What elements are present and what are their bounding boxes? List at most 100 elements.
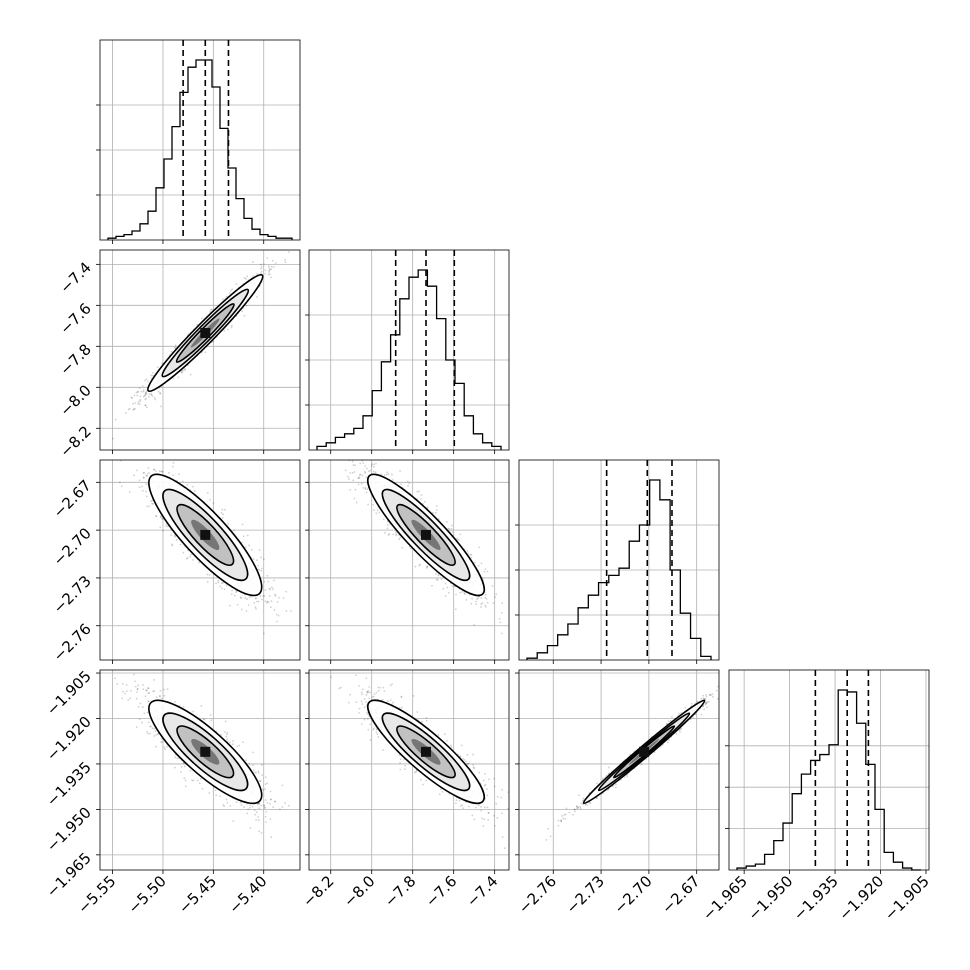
sample-point — [136, 469, 138, 472]
sample-point — [365, 476, 368, 479]
sample-point — [147, 687, 149, 690]
sample-point — [359, 462, 362, 465]
sample-point — [273, 609, 276, 611]
sample-point — [127, 408, 130, 411]
sample-point — [436, 579, 439, 581]
sample-point — [437, 574, 440, 577]
sample-point — [386, 527, 389, 530]
sample-point — [480, 562, 483, 565]
sample-point — [235, 283, 238, 285]
sample-point — [138, 387, 141, 390]
sample-point — [366, 467, 368, 470]
sample-point — [133, 408, 135, 410]
sample-point — [208, 792, 211, 794]
sample-point — [467, 552, 470, 555]
sample-point — [144, 392, 147, 395]
sample-point — [145, 490, 147, 493]
sample-point — [354, 488, 357, 491]
sample-point — [271, 259, 274, 262]
sample-point — [480, 606, 482, 608]
y-tick-label: −7.4 — [56, 258, 94, 296]
sample-point — [227, 328, 229, 331]
sample-point — [150, 374, 153, 377]
sample-point — [229, 805, 232, 807]
sample-point — [166, 745, 169, 748]
histogram-1 — [316, 269, 502, 450]
sample-point — [273, 579, 275, 582]
sample-point — [257, 564, 259, 567]
sample-point — [364, 471, 367, 474]
sample-point — [184, 368, 187, 371]
sample-point — [154, 398, 157, 401]
sample-point — [470, 553, 473, 556]
sample-point — [282, 597, 285, 599]
sample-point — [122, 690, 124, 693]
sample-point — [459, 591, 462, 594]
sample-point — [361, 474, 364, 477]
sample-point — [362, 486, 365, 489]
sample-point — [407, 485, 409, 487]
sample-point — [252, 769, 255, 771]
sample-point — [249, 804, 252, 806]
sample-point — [112, 437, 114, 440]
sample-point — [141, 385, 144, 387]
sample-point — [264, 589, 267, 592]
sample-point — [266, 601, 268, 604]
sample-point — [485, 605, 487, 608]
sample-point — [263, 804, 266, 807]
sample-point — [259, 595, 262, 597]
sample-point — [358, 476, 361, 479]
sample-point — [221, 582, 224, 584]
sample-point — [473, 624, 475, 626]
sample-point — [383, 531, 386, 534]
sample-point — [154, 514, 157, 517]
y-tick-label: −2.76 — [50, 620, 95, 665]
sample-point — [142, 476, 145, 479]
sample-point — [142, 390, 145, 393]
density-panel-2-1 — [328, 450, 504, 635]
sample-point — [230, 324, 233, 327]
sample-point — [328, 455, 330, 457]
sample-point — [352, 450, 354, 452]
sample-point — [382, 518, 385, 521]
sample-point — [359, 456, 361, 458]
sample-point — [349, 489, 352, 491]
sample-point — [272, 588, 274, 591]
histogram-2 — [526, 479, 712, 660]
sample-point — [256, 600, 258, 603]
sample-point — [437, 518, 440, 520]
sample-point — [230, 326, 233, 329]
sample-point — [160, 737, 163, 740]
sample-point — [171, 544, 174, 547]
sample-point — [260, 270, 263, 273]
sample-point — [247, 604, 250, 606]
sample-point — [231, 589, 233, 592]
sample-point — [272, 266, 275, 268]
sample-point — [478, 546, 480, 549]
sample-point — [456, 537, 459, 540]
sample-point — [228, 291, 231, 294]
sample-point — [142, 395, 145, 398]
sample-point — [199, 777, 202, 780]
sample-point — [250, 548, 253, 551]
sample-point — [349, 472, 352, 474]
sample-point — [263, 263, 265, 266]
sample-point — [189, 373, 192, 376]
sample-point — [264, 269, 267, 272]
sample-point — [352, 464, 355, 467]
sample-point — [267, 580, 270, 583]
sample-point — [221, 298, 224, 301]
sample-point — [463, 593, 466, 596]
sample-point — [399, 536, 402, 539]
sample-point — [242, 535, 245, 538]
sample-point — [401, 546, 404, 549]
sample-point — [480, 603, 483, 606]
sample-point — [230, 289, 232, 292]
sample-point — [448, 528, 451, 530]
sample-point — [358, 474, 361, 476]
sample-point — [225, 733, 228, 736]
sample-point — [145, 393, 148, 396]
sample-point — [400, 483, 402, 486]
sample-point — [450, 524, 453, 527]
sample-point — [426, 565, 429, 568]
